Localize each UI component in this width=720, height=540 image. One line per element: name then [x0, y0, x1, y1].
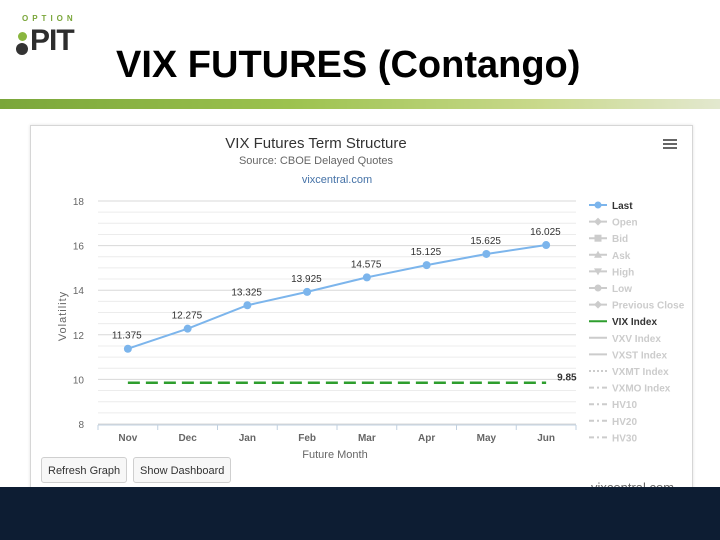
x-tick-label: Nov [118, 433, 137, 444]
data-label-last: 16.025 [530, 227, 561, 238]
data-label-last: 12.275 [172, 311, 203, 322]
legend-circle-icon [594, 201, 602, 209]
legend-item[interactable]: High [589, 267, 634, 278]
legend-label: Previous Close [612, 301, 685, 312]
chart-title: VIX Futures Term Structure [225, 135, 406, 152]
refresh-graph-button[interactable]: Refresh Graph [41, 457, 128, 483]
chart-panel: VIX Futures Term Structure Source: CBOE … [30, 125, 693, 498]
data-point-last[interactable] [243, 301, 252, 310]
term-structure-chart: VIX Futures Term Structure Source: CBOE … [57, 135, 685, 461]
legend-label: VIX Index [612, 317, 657, 328]
data-label-last: 15.125 [411, 247, 442, 258]
data-label-last: 13.925 [291, 274, 322, 285]
data-point-last[interactable] [303, 287, 312, 296]
optionpit-logo: OPTION PIT [8, 12, 100, 57]
legend-diamond-icon [594, 217, 602, 226]
legend-item[interactable]: HV30 [589, 433, 637, 444]
data-point-last[interactable] [482, 249, 491, 258]
footer-bar [0, 487, 720, 540]
data-point-last[interactable] [183, 324, 192, 333]
y-tick-label: 12 [73, 331, 85, 342]
hamburger-menu-icon[interactable] [663, 139, 677, 151]
legend-label: HV10 [612, 400, 637, 411]
legend-circle-icon [594, 284, 602, 292]
slide-title: VIX FUTURES (Contango) [116, 44, 581, 86]
legend-item[interactable]: Previous Close [589, 300, 685, 312]
data-point-last[interactable] [123, 344, 132, 353]
legend-item[interactable]: Open [589, 217, 638, 229]
legend-item[interactable]: Bid [589, 234, 628, 245]
data-label-last: 14.575 [351, 259, 382, 270]
x-tick-label: Dec [178, 433, 197, 444]
legend-triangle-icon [594, 250, 602, 258]
y-tick-label: 14 [73, 286, 85, 297]
legend-item[interactable]: VXV Index [589, 334, 661, 345]
chart-subtitle-link[interactable]: vixcentral.com [302, 174, 372, 186]
legend-diamond-icon [594, 300, 602, 309]
x-tick-label: Jun [537, 433, 555, 444]
legend-triangle-down-icon [594, 268, 602, 276]
data-label-last: 15.625 [470, 236, 501, 247]
legend-label: Last [612, 201, 633, 212]
data-label-vix-index: 9.85 [557, 373, 577, 384]
legend-label: HV20 [612, 417, 637, 428]
x-tick-label: Jan [239, 433, 256, 444]
legend-item[interactable]: VXMT Index [589, 367, 669, 378]
legend-item[interactable]: Low [589, 284, 632, 295]
y-tick-label: 18 [73, 197, 85, 208]
data-point-last[interactable] [542, 241, 551, 250]
x-tick-label: Feb [298, 433, 316, 444]
legend-square-icon [594, 234, 602, 242]
legend-item[interactable]: VXMO Index [589, 384, 671, 395]
logo-dots-icon [16, 32, 28, 60]
series-line-last [127, 244, 547, 350]
data-label-last: 13.325 [231, 287, 262, 298]
x-axis-title: Future Month [302, 449, 367, 461]
y-tick-label: 8 [78, 420, 84, 431]
data-label-last: 11.375 [112, 331, 142, 342]
legend-label: Low [612, 284, 632, 295]
x-tick-label: Apr [418, 433, 435, 444]
show-dashboard-button[interactable]: Show Dashboard [133, 457, 232, 483]
legend-label: VXV Index [612, 334, 661, 345]
logo-option-text: OPTION [22, 14, 77, 23]
y-axis-title: Volatility [57, 291, 69, 341]
legend-item[interactable]: Last [589, 201, 633, 212]
logo-pit-text: PIT [30, 24, 75, 57]
legend-label: VXMO Index [612, 384, 671, 395]
x-tick-label: Mar [358, 433, 376, 444]
chart-subtitle: Source: CBOE Delayed Quotes [239, 155, 394, 167]
legend-label: VXST Index [612, 350, 667, 361]
legend-label: Open [612, 218, 638, 229]
legend-label: Ask [612, 251, 631, 262]
legend-label: Bid [612, 234, 628, 245]
legend-label: VXMT Index [612, 367, 669, 378]
legend-item[interactable]: VXST Index [589, 350, 667, 361]
x-tick-label: May [477, 433, 497, 444]
data-point-last[interactable] [422, 261, 431, 270]
header-divider [0, 99, 720, 109]
legend-item[interactable]: HV20 [589, 417, 637, 428]
y-tick-label: 10 [73, 375, 85, 386]
legend-label: High [612, 267, 634, 278]
legend-item[interactable]: Ask [589, 250, 631, 262]
legend-label: HV30 [612, 433, 637, 444]
legend-item[interactable]: VIX Index [589, 317, 657, 328]
legend-item[interactable]: HV10 [589, 400, 637, 411]
data-point-last[interactable] [362, 273, 371, 282]
y-tick-label: 16 [73, 242, 85, 253]
